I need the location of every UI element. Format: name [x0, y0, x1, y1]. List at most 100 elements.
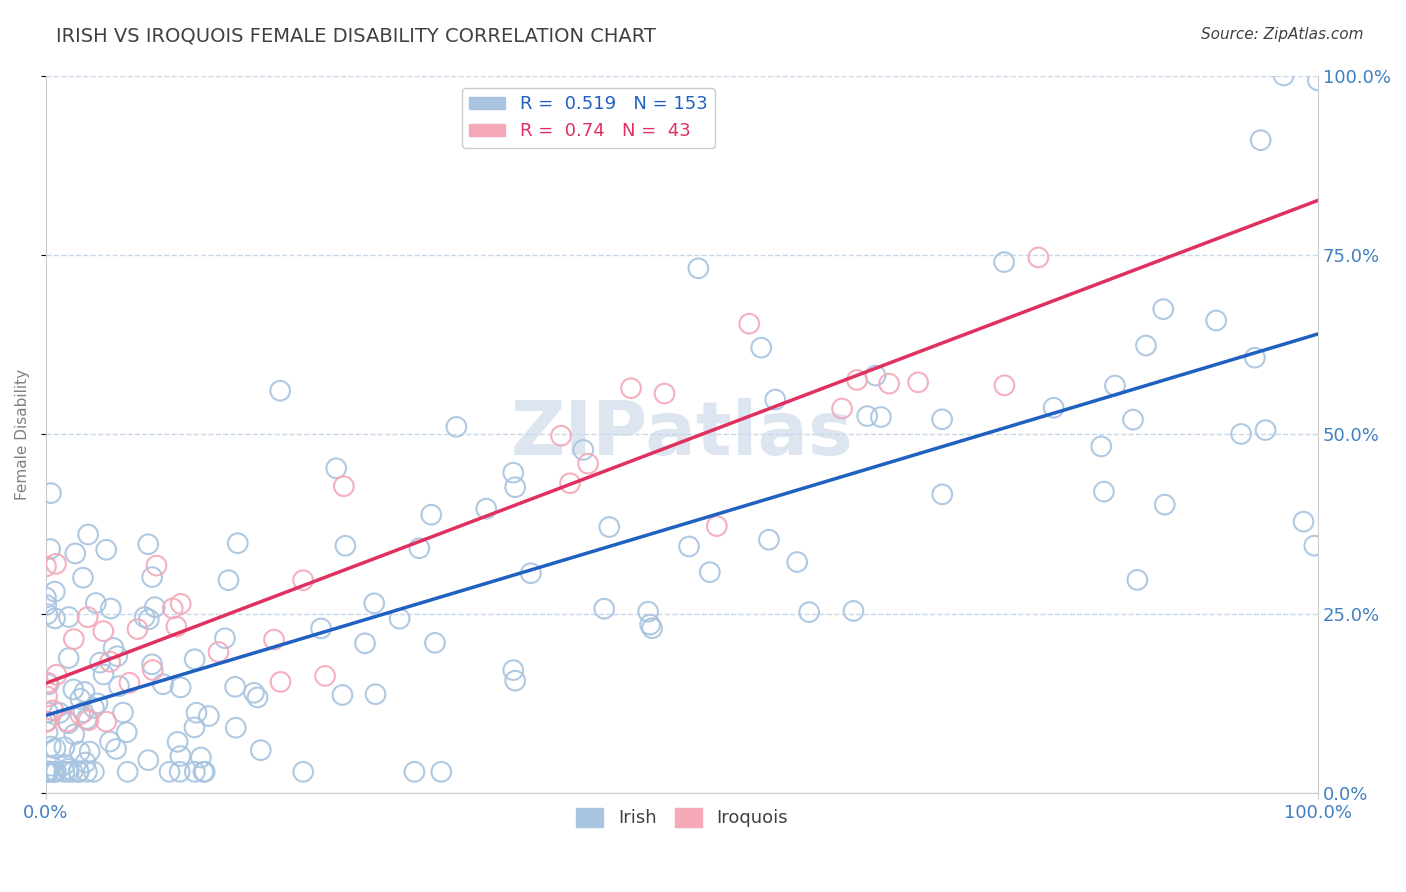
Point — [786, 555, 808, 569]
Point — [654, 386, 676, 401]
Point — [77, 713, 100, 727]
Point — [96, 542, 118, 557]
Point — [58, 651, 80, 665]
Point — [503, 480, 526, 494]
Point — [96, 714, 118, 729]
Point — [35, 764, 58, 779]
Point — [243, 686, 266, 700]
Point — [39, 758, 62, 772]
Point — [67, 764, 90, 779]
Point — [246, 690, 269, 705]
Point — [86, 696, 108, 710]
Point — [404, 764, 426, 779]
Point — [35, 764, 58, 779]
Point — [100, 601, 122, 615]
Point — [170, 597, 193, 611]
Point — [76, 712, 98, 726]
Point — [1104, 378, 1126, 392]
Point — [35, 714, 58, 729]
Point — [186, 706, 208, 720]
Point — [1042, 401, 1064, 415]
Point — [141, 657, 163, 672]
Point — [35, 690, 58, 704]
Point — [105, 742, 128, 756]
Point — [58, 610, 80, 624]
Point — [363, 596, 385, 610]
Point — [333, 479, 356, 493]
Point — [907, 376, 929, 390]
Point — [42, 703, 65, 717]
Point — [364, 687, 387, 701]
Point — [269, 674, 291, 689]
Point — [763, 392, 786, 407]
Point — [93, 667, 115, 681]
Point — [91, 624, 114, 639]
Text: ZIPatlas: ZIPatlas — [510, 398, 853, 471]
Point — [870, 410, 893, 425]
Point — [65, 546, 87, 560]
Point — [56, 762, 79, 776]
Point — [749, 341, 772, 355]
Point — [637, 605, 659, 619]
Text: Source: ZipAtlas.com: Source: ZipAtlas.com — [1201, 27, 1364, 42]
Point — [1153, 498, 1175, 512]
Point — [169, 681, 191, 695]
Point — [831, 401, 853, 416]
Point — [190, 750, 212, 764]
Point — [1230, 426, 1253, 441]
Point — [931, 487, 953, 501]
Point — [856, 409, 879, 423]
Point — [45, 557, 67, 571]
Point — [558, 476, 581, 491]
Point — [67, 764, 90, 779]
Point — [35, 598, 58, 612]
Point — [1306, 73, 1329, 87]
Point — [35, 714, 58, 729]
Point — [335, 539, 357, 553]
Point — [1092, 484, 1115, 499]
Point — [162, 601, 184, 615]
Point — [69, 745, 91, 759]
Point — [292, 764, 315, 779]
Point — [1292, 515, 1315, 529]
Point — [183, 720, 205, 734]
Point — [165, 619, 187, 633]
Point — [572, 442, 595, 457]
Point — [842, 604, 865, 618]
Point — [62, 764, 84, 779]
Point — [193, 764, 215, 779]
Point — [38, 677, 60, 691]
Point — [75, 756, 97, 770]
Point — [37, 764, 59, 779]
Point — [72, 571, 94, 585]
Point — [194, 764, 217, 779]
Point — [39, 739, 62, 754]
Point — [142, 663, 165, 677]
Point — [39, 486, 62, 500]
Point — [1152, 302, 1174, 317]
Point — [111, 706, 134, 720]
Point — [224, 680, 246, 694]
Point — [141, 570, 163, 584]
Point — [699, 565, 721, 579]
Point — [263, 632, 285, 647]
Point — [44, 611, 66, 625]
Point — [1126, 573, 1149, 587]
Point — [69, 691, 91, 706]
Point — [198, 709, 221, 723]
Y-axis label: Female Disability: Female Disability — [15, 369, 30, 500]
Point — [475, 501, 498, 516]
Point — [638, 617, 661, 632]
Point — [269, 384, 291, 398]
Point — [620, 381, 643, 395]
Point — [423, 636, 446, 650]
Point — [1244, 351, 1267, 365]
Legend: Irish, Iroquois: Irish, Iroquois — [569, 801, 794, 835]
Point — [98, 734, 121, 748]
Point — [678, 540, 700, 554]
Point — [598, 520, 620, 534]
Point — [184, 764, 207, 779]
Point — [502, 466, 524, 480]
Point — [169, 764, 191, 779]
Point — [76, 610, 98, 624]
